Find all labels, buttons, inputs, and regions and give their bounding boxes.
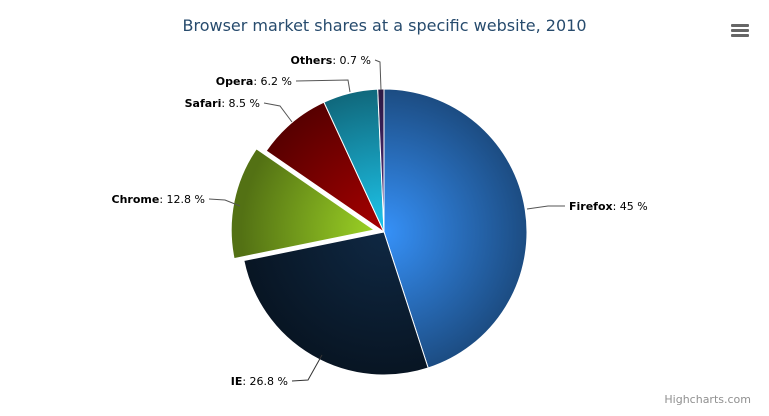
connector-safari xyxy=(263,102,293,123)
data-label-opera: Opera: 6.2 % xyxy=(216,75,292,88)
hamburger-menu-icon[interactable] xyxy=(731,24,749,38)
pie-slice-ie[interactable] xyxy=(243,231,429,376)
data-label-chrome: Chrome: 12.8 % xyxy=(112,193,205,206)
pie-slice-firefox[interactable] xyxy=(383,88,528,369)
data-label-ie: IE: 26.8 % xyxy=(231,375,288,388)
data-label-others: Others: 0.7 % xyxy=(290,54,371,67)
pie-slice-chrome[interactable] xyxy=(230,148,376,260)
data-label-safari: Safari: 8.5 % xyxy=(185,97,260,110)
data-label-firefox: Firefox: 45 % xyxy=(569,200,648,213)
connector-chrome xyxy=(208,198,241,207)
connector-firefox xyxy=(526,205,565,210)
credits-link[interactable]: Highcharts.com xyxy=(664,393,751,406)
connector-ie xyxy=(291,354,323,382)
connector-others xyxy=(374,59,382,91)
chart-title: Browser market shares at a specific webs… xyxy=(182,16,587,35)
connector-opera xyxy=(295,79,351,93)
